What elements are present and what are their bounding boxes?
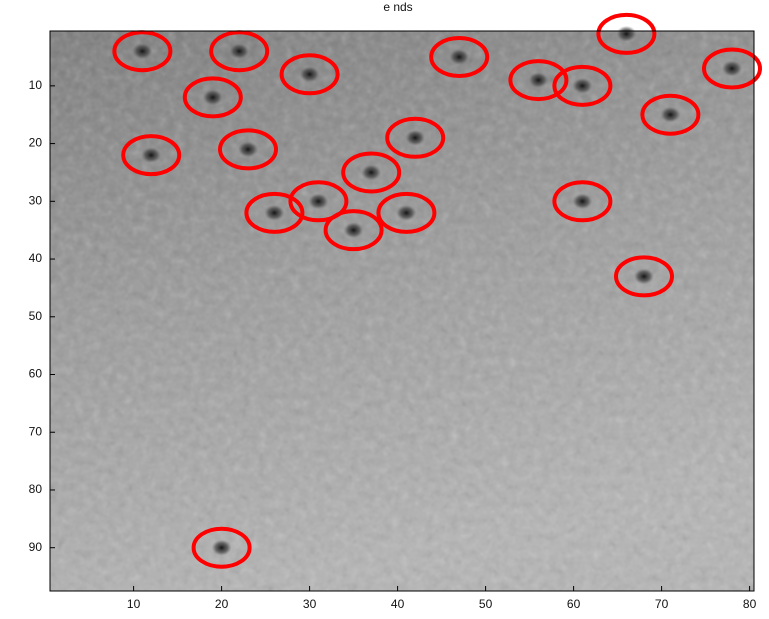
blob-contour bbox=[288, 180, 349, 223]
dark-spot bbox=[343, 222, 364, 239]
chart-title: e nds bbox=[383, 0, 412, 14]
blob-contour bbox=[244, 191, 305, 234]
x-tick-label: 30 bbox=[303, 597, 317, 611]
blob-contour bbox=[341, 151, 402, 194]
blob-contour bbox=[552, 180, 613, 223]
dark-spot bbox=[264, 204, 285, 221]
dark-spot bbox=[449, 48, 470, 65]
dark-spot bbox=[202, 89, 223, 106]
blob-contour bbox=[182, 76, 243, 119]
dark-spot bbox=[660, 106, 681, 123]
x-tick-label: 50 bbox=[479, 597, 493, 611]
dark-spot bbox=[722, 60, 742, 77]
dark-spot bbox=[132, 43, 153, 60]
dark-spot bbox=[361, 164, 382, 181]
y-tick-label: 30 bbox=[29, 193, 43, 207]
blob-contour bbox=[552, 64, 613, 107]
blob-contour bbox=[323, 209, 384, 252]
blob-contour bbox=[191, 526, 252, 569]
dark-spot bbox=[308, 193, 329, 210]
x-tick-label: 60 bbox=[567, 597, 581, 611]
x-tick-label: 20 bbox=[215, 597, 229, 611]
blob-contour bbox=[508, 59, 569, 102]
blob-contour bbox=[614, 255, 674, 298]
axes-frame bbox=[49, 30, 755, 592]
x-tick-label: 40 bbox=[391, 597, 405, 611]
blob-contour bbox=[702, 47, 762, 90]
blob-contour bbox=[279, 53, 340, 96]
y-tick-label: 40 bbox=[29, 251, 43, 265]
blob-contour bbox=[376, 191, 437, 234]
dark-spot bbox=[572, 77, 593, 94]
y-tick-label: 60 bbox=[29, 367, 43, 381]
blob-contour bbox=[121, 134, 182, 177]
dark-spot bbox=[229, 43, 250, 60]
dark-spot bbox=[299, 66, 320, 83]
blob-contour bbox=[112, 30, 173, 73]
dark-spot bbox=[211, 539, 232, 556]
dark-spot bbox=[572, 193, 593, 210]
y-tick-label: 70 bbox=[29, 424, 43, 438]
dark-spot bbox=[528, 72, 549, 89]
y-tick-label: 50 bbox=[29, 309, 43, 323]
blob-contour bbox=[429, 35, 490, 78]
y-tick-label: 20 bbox=[29, 136, 43, 150]
dark-spot bbox=[405, 129, 426, 146]
dark-spot bbox=[396, 204, 417, 221]
x-tick-label: 70 bbox=[655, 597, 669, 611]
blob-contour bbox=[385, 116, 446, 159]
y-tick-label: 90 bbox=[29, 540, 43, 554]
y-tick-label: 10 bbox=[29, 78, 43, 92]
dark-spot bbox=[634, 268, 654, 285]
dark-spot bbox=[238, 141, 258, 158]
blob-contour bbox=[640, 93, 701, 136]
y-tick-label: 80 bbox=[29, 482, 43, 496]
dark-spot bbox=[141, 147, 162, 164]
image-noise bbox=[50, 31, 754, 591]
blob-contour bbox=[218, 128, 278, 171]
image-area bbox=[50, 12, 762, 591]
x-tick-label: 10 bbox=[127, 597, 141, 611]
x-tick-label: 80 bbox=[743, 597, 757, 611]
blob-contour bbox=[596, 12, 657, 55]
dark-spot bbox=[616, 25, 637, 42]
blob-contour bbox=[209, 30, 270, 73]
